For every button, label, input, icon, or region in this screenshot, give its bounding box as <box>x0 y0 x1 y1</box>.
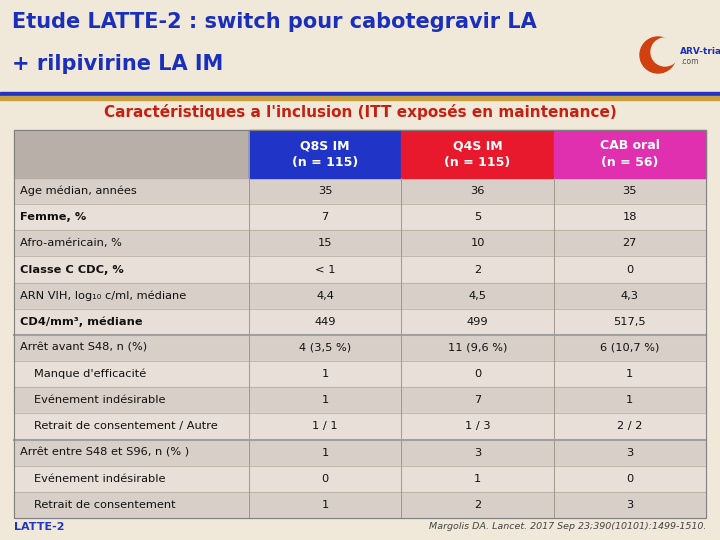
Bar <box>14 492 706 518</box>
Text: 1: 1 <box>322 369 329 379</box>
Text: 4,4: 4,4 <box>316 291 334 301</box>
Text: ARV-trials: ARV-trials <box>680 46 720 56</box>
Text: 36: 36 <box>470 186 485 196</box>
Text: 1 / 1: 1 / 1 <box>312 421 338 431</box>
Text: Afro-américain, %: Afro-américain, % <box>20 238 122 248</box>
Text: 35: 35 <box>318 186 333 196</box>
Bar <box>554 130 706 178</box>
Bar <box>0 92 720 96</box>
Text: 0: 0 <box>474 369 481 379</box>
Bar <box>14 414 706 440</box>
Text: + rilpivirine LA IM: + rilpivirine LA IM <box>12 54 223 74</box>
Text: 3: 3 <box>626 500 634 510</box>
Text: CD4/mm³, médiane: CD4/mm³, médiane <box>20 316 143 327</box>
Bar <box>14 256 706 282</box>
Text: 15: 15 <box>318 238 333 248</box>
Text: Arrêt avant S48, n (%): Arrêt avant S48, n (%) <box>20 343 147 353</box>
Text: 10: 10 <box>470 238 485 248</box>
Text: 11 (9,6 %): 11 (9,6 %) <box>448 343 507 353</box>
Text: ARN VIH, log₁₀ c/ml, médiane: ARN VIH, log₁₀ c/ml, médiane <box>20 291 186 301</box>
Text: 35: 35 <box>623 186 637 196</box>
Bar <box>249 130 401 178</box>
Text: CAB oral
(n = 56): CAB oral (n = 56) <box>600 139 660 168</box>
Text: Femme, %: Femme, % <box>20 212 86 222</box>
Text: 1: 1 <box>626 369 634 379</box>
Text: Q4S IM
(n = 115): Q4S IM (n = 115) <box>444 139 510 168</box>
Text: Q8S IM
(n = 115): Q8S IM (n = 115) <box>292 139 359 168</box>
Text: 2: 2 <box>474 500 481 510</box>
Text: 0: 0 <box>626 265 634 274</box>
Text: Caractéristiques a l'inclusion (ITT exposés en maintenance): Caractéristiques a l'inclusion (ITT expo… <box>104 104 616 120</box>
Text: 1: 1 <box>474 474 481 484</box>
Text: Evénement indésirable: Evénement indésirable <box>34 474 166 484</box>
Text: Margolis DA. Lancet. 2017 Sep 23;390(10101):1499-1510.: Margolis DA. Lancet. 2017 Sep 23;390(101… <box>428 522 706 531</box>
Text: .com: .com <box>680 57 698 65</box>
Text: 1 / 3: 1 / 3 <box>464 421 490 431</box>
Circle shape <box>640 37 676 73</box>
Bar <box>14 178 706 204</box>
Text: 4,5: 4,5 <box>469 291 487 301</box>
Text: 449: 449 <box>315 317 336 327</box>
Text: 4 (3,5 %): 4 (3,5 %) <box>299 343 351 353</box>
Text: 18: 18 <box>623 212 637 222</box>
Text: 2 / 2: 2 / 2 <box>617 421 642 431</box>
Text: 1: 1 <box>322 448 329 457</box>
Text: 0: 0 <box>322 474 329 484</box>
Text: Retrait de consentement / Autre: Retrait de consentement / Autre <box>34 421 217 431</box>
Text: Evénement indésirable: Evénement indésirable <box>34 395 166 406</box>
Text: 1: 1 <box>322 395 329 406</box>
Circle shape <box>651 38 679 66</box>
Text: 3: 3 <box>474 448 481 457</box>
Bar <box>14 130 249 178</box>
Bar <box>14 309 706 335</box>
Bar <box>0 96 720 100</box>
Bar <box>14 130 706 518</box>
Bar <box>14 361 706 387</box>
Text: < 1: < 1 <box>315 265 336 274</box>
Text: 7: 7 <box>322 212 329 222</box>
Bar <box>0 0 720 100</box>
Bar <box>14 387 706 414</box>
Bar <box>401 130 554 178</box>
Text: 517,5: 517,5 <box>613 317 646 327</box>
Text: 2: 2 <box>474 265 481 274</box>
Text: LATTE-2: LATTE-2 <box>14 522 65 532</box>
Bar <box>14 440 706 465</box>
Text: 499: 499 <box>467 317 488 327</box>
Bar <box>14 282 706 309</box>
Text: Age médian, années: Age médian, années <box>20 186 137 197</box>
Text: 6 (10,7 %): 6 (10,7 %) <box>600 343 660 353</box>
Text: 1: 1 <box>322 500 329 510</box>
Text: 0: 0 <box>626 474 634 484</box>
Text: 1: 1 <box>626 395 634 406</box>
Text: 7: 7 <box>474 395 481 406</box>
Text: Manque d'efficacité: Manque d'efficacité <box>34 369 146 380</box>
Bar <box>14 204 706 230</box>
Text: 4,3: 4,3 <box>621 291 639 301</box>
Text: Etude LATTE-2 : switch pour cabotegravir LA: Etude LATTE-2 : switch pour cabotegravir… <box>12 12 536 32</box>
Text: Arrêt entre S48 et S96, n (% ): Arrêt entre S48 et S96, n (% ) <box>20 448 189 457</box>
Text: Retrait de consentement: Retrait de consentement <box>34 500 176 510</box>
Text: Classe C CDC, %: Classe C CDC, % <box>20 265 124 274</box>
Bar <box>14 230 706 256</box>
Text: 27: 27 <box>623 238 637 248</box>
Bar <box>14 335 706 361</box>
Bar <box>14 465 706 492</box>
Text: 3: 3 <box>626 448 634 457</box>
Text: 5: 5 <box>474 212 481 222</box>
